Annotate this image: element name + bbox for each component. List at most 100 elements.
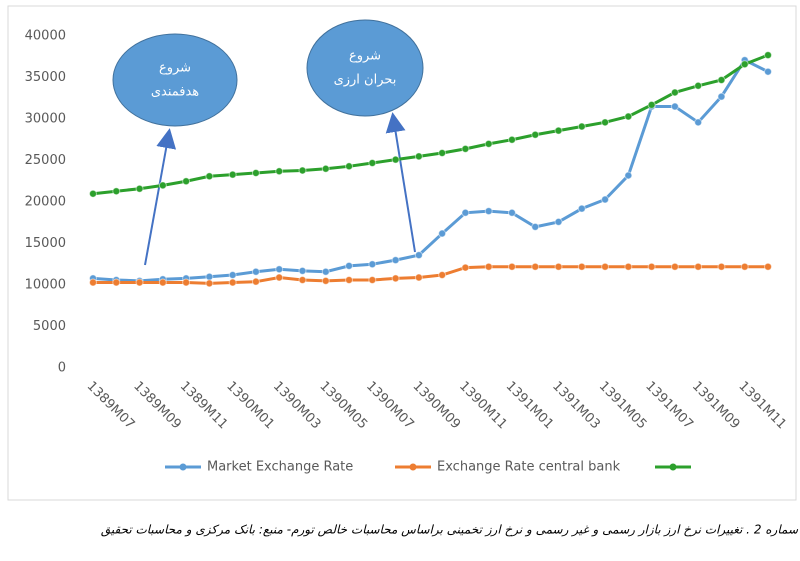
y-tick-label: 15000 xyxy=(25,236,66,251)
data-point xyxy=(368,260,377,269)
data-point xyxy=(321,267,330,276)
data-point xyxy=(624,171,633,180)
arrow xyxy=(385,112,416,253)
data-point xyxy=(112,278,121,287)
data-point xyxy=(577,122,586,131)
data-point xyxy=(601,118,610,127)
data-point xyxy=(554,217,563,226)
data-point xyxy=(740,60,749,69)
data-point xyxy=(531,262,540,271)
legend-swatch xyxy=(179,463,187,471)
data-point xyxy=(461,144,470,153)
data-point xyxy=(577,262,586,271)
data-point xyxy=(438,271,447,280)
data-point xyxy=(717,75,726,84)
y-tick-label: 35000 xyxy=(25,70,66,85)
data-point xyxy=(251,168,260,177)
legend-swatch xyxy=(669,463,677,471)
annotation-text: شروع xyxy=(349,49,381,64)
annotation-text: بحران ارزی xyxy=(334,73,397,88)
data-point xyxy=(670,262,679,271)
y-tick-label: 0 xyxy=(58,361,66,376)
data-point xyxy=(601,262,610,271)
data-point xyxy=(554,262,563,271)
data-point xyxy=(135,278,144,287)
data-point xyxy=(624,262,633,271)
data-point xyxy=(694,118,703,127)
annotation-text: شروع xyxy=(159,61,191,76)
data-point xyxy=(205,279,214,288)
data-point xyxy=(321,276,330,285)
data-point xyxy=(345,162,354,171)
data-point xyxy=(484,207,493,216)
data-point xyxy=(89,189,97,198)
data-point xyxy=(438,149,447,158)
data-point xyxy=(345,261,354,270)
y-tick-label: 10000 xyxy=(25,278,66,293)
data-point xyxy=(391,155,400,164)
data-point xyxy=(112,187,121,196)
data-point xyxy=(507,262,516,271)
y-tick-label: 40000 xyxy=(25,29,66,44)
data-point xyxy=(182,177,191,186)
data-point xyxy=(484,262,493,271)
data-point xyxy=(275,273,284,282)
data-point xyxy=(647,100,656,109)
data-point xyxy=(321,164,330,173)
data-point xyxy=(531,222,540,231)
legend-label: Exchange Rate central bank xyxy=(437,460,621,475)
data-point xyxy=(158,181,167,190)
data-point xyxy=(391,274,400,283)
data-point xyxy=(368,158,377,167)
data-point xyxy=(298,266,307,275)
data-point xyxy=(554,126,563,135)
data-point xyxy=(717,262,726,271)
data-point xyxy=(414,152,423,161)
data-point xyxy=(205,272,214,281)
caption: سماره 2 . تغییرات نرخ ارز بازار رسمی و غ… xyxy=(101,523,799,537)
data-point xyxy=(461,263,470,272)
data-point xyxy=(601,195,610,204)
data-point xyxy=(577,204,586,213)
data-point xyxy=(228,278,237,287)
data-point xyxy=(298,276,307,285)
data-point xyxy=(717,92,726,101)
data-point xyxy=(694,262,703,271)
data-point xyxy=(368,276,377,285)
data-point xyxy=(158,278,167,287)
data-point xyxy=(647,262,656,271)
data-point xyxy=(507,135,516,144)
data-point xyxy=(670,88,679,97)
data-point xyxy=(670,102,679,111)
data-point xyxy=(484,139,493,148)
data-point xyxy=(275,265,284,274)
legend-swatch xyxy=(409,463,417,471)
data-point xyxy=(764,67,772,76)
annotation-text: هدفمندی xyxy=(151,85,199,100)
data-point xyxy=(414,251,423,260)
data-point xyxy=(414,273,423,282)
y-tick-label: 25000 xyxy=(25,153,66,168)
annotation-bubble xyxy=(112,33,238,127)
annotation-bubble xyxy=(306,19,424,117)
data-point xyxy=(251,267,260,276)
data-point xyxy=(461,208,470,217)
data-point xyxy=(228,170,237,179)
data-point xyxy=(438,229,447,238)
data-point xyxy=(694,81,703,90)
data-point xyxy=(205,172,214,181)
data-point xyxy=(740,262,749,271)
data-point xyxy=(391,256,400,265)
data-point xyxy=(251,277,260,286)
data-point xyxy=(507,208,516,217)
legend-label: Market Exchange Rate xyxy=(207,460,353,475)
data-point xyxy=(298,166,307,175)
y-tick-label: 5000 xyxy=(33,319,66,334)
data-point xyxy=(345,276,354,285)
data-point xyxy=(228,271,237,280)
data-point xyxy=(531,130,540,139)
y-tick-label: 30000 xyxy=(25,112,66,127)
data-point xyxy=(764,51,772,60)
arrow xyxy=(144,128,177,266)
